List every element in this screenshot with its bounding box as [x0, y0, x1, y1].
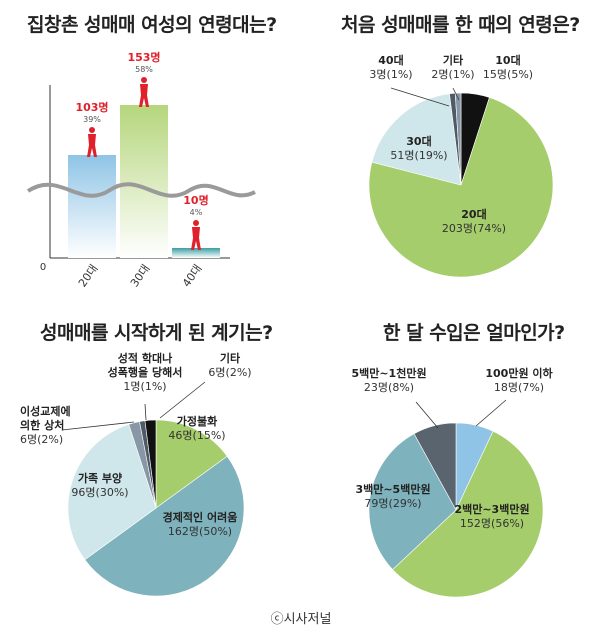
- slice-label: 20대: [461, 207, 486, 221]
- bar-value-label: 103명: [75, 100, 108, 114]
- slice-value-label: 51명(19%): [390, 149, 447, 162]
- bar-chart-title: 집창촌 성매매 여성의 연령대는?: [27, 14, 277, 36]
- slice-label: 경제적인 어려움: [163, 510, 238, 524]
- credit-text: ⓒ시사저널: [270, 612, 332, 627]
- slice-label: 5백만~1천만원: [351, 366, 426, 380]
- slice-value-label: 79명(29%): [364, 497, 421, 510]
- slice-label: 30대: [406, 134, 431, 148]
- y-origin-label: 0: [40, 262, 46, 273]
- pie-slice: [368, 97, 554, 278]
- slice-label: 10대: [495, 53, 520, 67]
- wave-line: [26, 182, 256, 198]
- bar-chart-panel: 집창촌 성매매 여성의 연령대는? 0 103명 39% 20대 153명 58% 30대 1…: [0, 0, 301, 310]
- pie-slice: [413, 422, 457, 511]
- category-tick-label: 40대: [180, 262, 204, 289]
- slice-value-label: 18명(7%): [494, 381, 544, 394]
- slice-label: 가족 부양: [78, 471, 122, 485]
- category-tick-label: 30대: [128, 262, 152, 289]
- figure-icon: [139, 84, 149, 107]
- slice-label: 성폭행을 당해서: [108, 365, 183, 379]
- leader-line: [390, 87, 450, 107]
- slice-label: 이성교제에: [20, 404, 71, 418]
- slice-value-label: 152명(56%): [460, 517, 524, 530]
- figure-icon: [193, 220, 199, 226]
- pie-slice: [371, 93, 462, 186]
- pie-slice: [144, 419, 157, 509]
- slice-value-label: 15명(5%): [483, 68, 533, 81]
- leader-line: [452, 87, 460, 101]
- slice-label: 3백만~5백만원: [355, 482, 430, 496]
- pie-slice: [155, 419, 228, 509]
- slice-value-label: 6명(2%): [20, 433, 63, 446]
- category-tick-label: 20대: [76, 262, 100, 289]
- slice-value-label: 23명(8%): [364, 381, 414, 394]
- leader-line: [159, 381, 206, 419]
- slice-value-label: 162명(50%): [168, 525, 232, 538]
- pie-slice: [84, 455, 245, 597]
- slice-label: 100만원 이하: [485, 366, 553, 380]
- slice-value-label: 6명(2%): [208, 366, 251, 379]
- slice-label: 의한 상처: [20, 418, 64, 432]
- bar-value-label: 153명: [127, 50, 160, 64]
- pie-motive-title: 성매매를 시작하게 된 계기는?: [40, 322, 273, 344]
- pie-first-age-panel: 처음 성매매를 한 때의 연령은? 10대 15명(5%) 20대 203명(74%)…: [301, 0, 602, 310]
- slice-label: 2백만~3백만원: [454, 502, 529, 516]
- slice-value-label: 203명(74%): [442, 222, 506, 235]
- bar: [68, 155, 116, 258]
- bar-percent-label: 39%: [83, 115, 101, 124]
- leader-line: [475, 399, 507, 427]
- figure-icon: [89, 127, 95, 133]
- leader-line: [61, 421, 135, 431]
- slice-value-label: 2명(1%): [431, 68, 474, 81]
- slice-label: 가정불화: [177, 414, 217, 428]
- leader-line: [144, 403, 147, 421]
- slice-value-label: 46명(15%): [168, 429, 225, 442]
- pie-slice: [67, 423, 157, 561]
- slice-value-label: 96명(30%): [71, 486, 128, 499]
- bar-value-label: 10명: [183, 193, 208, 207]
- pie-income-title: 한 달 수입은 얼마인가?: [383, 322, 565, 344]
- figure-icon: [141, 77, 147, 83]
- figure-icon: [191, 227, 201, 250]
- bar: [172, 248, 220, 258]
- slice-value-label: 3명(1%): [369, 68, 412, 81]
- pie-income-panel: 한 달 수입은 얼마인가? 100만원 이하 18명(7%) 2백만~3백만원 152…: [301, 310, 602, 605]
- slice-value-label: 1명(1%): [123, 380, 166, 393]
- pie-slice: [368, 433, 457, 570]
- pie-first-age-title: 처음 성매매를 한 때의 연령은?: [341, 14, 580, 36]
- bar: [120, 105, 168, 258]
- leader-line: [415, 401, 439, 429]
- slice-label: 기타: [443, 53, 464, 67]
- slice-label: 40대: [378, 53, 403, 67]
- slice-label: 기타: [220, 351, 241, 365]
- figure-icon: [87, 134, 97, 157]
- bar-percent-label: 4%: [190, 208, 203, 217]
- bar-percent-label: 58%: [135, 65, 153, 74]
- pie-slice: [392, 430, 544, 598]
- pie-motive-panel: 성매매를 시작하게 된 계기는? 가정불화 46명(15%) 경제적인 어려움 162…: [0, 310, 301, 605]
- slice-label: 성적 학대나: [118, 351, 172, 365]
